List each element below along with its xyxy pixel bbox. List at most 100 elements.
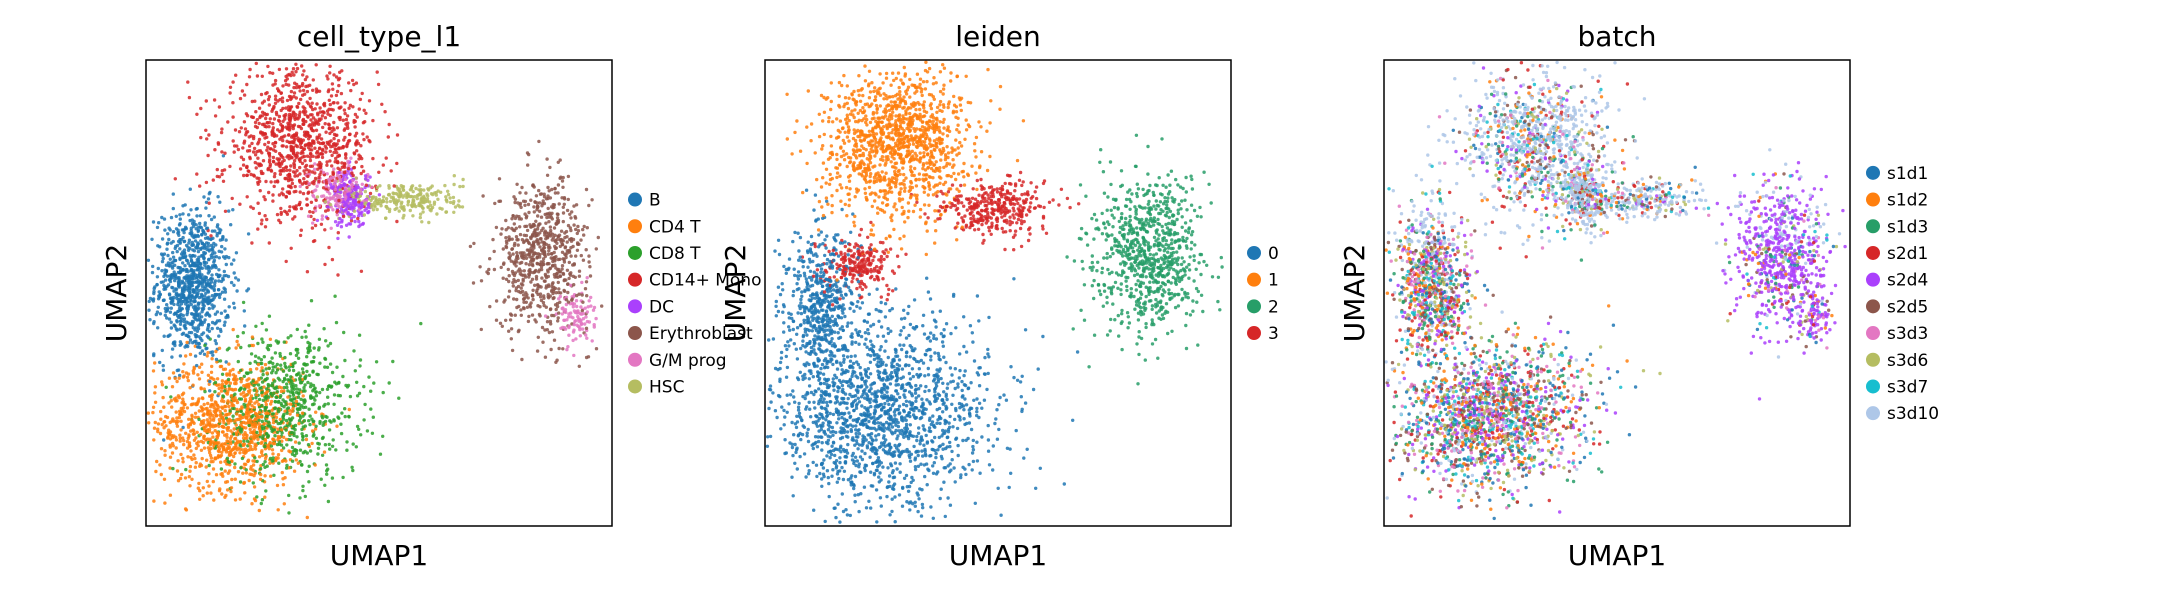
scatter-point	[199, 448, 204, 452]
scatter-point	[223, 256, 227, 260]
scatter-point	[279, 394, 283, 398]
scatter-point	[331, 185, 335, 189]
scatter-point	[375, 70, 379, 74]
scatter-point	[326, 499, 331, 504]
scatter-point	[367, 375, 371, 379]
scatter-point	[586, 355, 591, 359]
scatter-point	[227, 412, 231, 416]
scatter-point	[241, 415, 245, 420]
scatter-point	[209, 460, 213, 464]
scatter-point	[217, 279, 221, 283]
scatter-point	[168, 493, 173, 497]
scatter-point	[307, 480, 311, 484]
scatter-point	[336, 231, 340, 235]
scatter-point	[561, 205, 565, 209]
scatter-point	[212, 405, 216, 410]
scatter-point	[171, 206, 175, 211]
scatter-point	[178, 343, 182, 347]
scatter-point	[345, 199, 350, 203]
scatter-point	[387, 122, 391, 127]
scatter-point	[1175, 217, 1179, 222]
scatter-point	[552, 250, 556, 255]
scatter-point	[325, 74, 329, 78]
scatter-point	[546, 185, 550, 190]
scatter-point	[326, 467, 330, 471]
scatter-point	[257, 397, 262, 402]
scatter-point	[233, 419, 237, 423]
scatter-point	[516, 243, 520, 247]
scatter-point	[352, 82, 356, 87]
scatter-point	[323, 402, 327, 407]
scatter-point	[208, 379, 212, 384]
scatter-point	[272, 104, 276, 109]
scatter-point	[164, 385, 168, 389]
scatter-point	[261, 159, 266, 163]
scatter-point	[165, 241, 170, 245]
scatter-point	[590, 339, 594, 343]
scatter-point	[231, 388, 236, 392]
scatter-point	[270, 393, 274, 398]
scatter-point	[324, 146, 329, 150]
scatter-point	[569, 246, 573, 250]
scatter-point	[202, 260, 207, 264]
scatter-point	[331, 208, 335, 212]
scatter-point	[533, 251, 537, 255]
scatter-point	[558, 300, 562, 304]
scatter-point	[347, 106, 351, 110]
scatter-point	[350, 465, 354, 469]
scatter-point	[369, 407, 373, 411]
scatter-point	[338, 179, 343, 183]
scatter-point	[387, 186, 391, 190]
scatter-point	[179, 428, 183, 432]
scatter-point	[506, 267, 510, 272]
scatter-point	[509, 313, 514, 317]
scatter-point	[222, 421, 226, 425]
scatter-point	[251, 425, 255, 429]
scatter-point	[363, 177, 368, 181]
scatter-point	[182, 230, 186, 235]
scatter-point	[197, 301, 201, 306]
scatter-point	[574, 227, 578, 232]
scatter-point	[235, 432, 239, 437]
scatter-point	[200, 323, 204, 327]
scatter-point	[313, 162, 317, 166]
scatter-point	[342, 170, 347, 175]
scatter-point	[255, 430, 259, 435]
scatter-point	[284, 428, 288, 432]
scatter-point	[572, 223, 576, 227]
scatter-point	[303, 77, 308, 82]
scatter-point	[327, 126, 332, 131]
scatter-point	[296, 461, 300, 465]
scatter-point	[580, 280, 584, 285]
scatter-point	[311, 154, 315, 158]
scatter-point	[178, 269, 183, 273]
scatter-point	[308, 210, 312, 214]
scatter-point	[251, 463, 256, 467]
scatter-point	[181, 212, 185, 216]
scatter-point	[587, 320, 592, 324]
scatter-point	[271, 441, 275, 446]
scatter-point	[273, 82, 277, 86]
scatter-point	[310, 181, 314, 185]
scatter-point	[335, 223, 340, 227]
scatter-point	[461, 184, 465, 189]
scatter-point	[187, 95, 192, 100]
scatter-point	[327, 428, 332, 432]
scatter-point	[337, 154, 341, 158]
scatter-point	[255, 176, 259, 180]
scatter-point	[224, 238, 228, 242]
scatter-point	[168, 257, 172, 261]
scatter-point	[260, 366, 264, 370]
scatter-point	[274, 371, 278, 375]
scatter-point	[359, 171, 363, 176]
scatter-point	[238, 451, 242, 455]
scatter-point	[577, 242, 581, 246]
scatter-point	[219, 413, 223, 417]
scatter-point	[309, 382, 313, 386]
scatter-point	[572, 204, 576, 208]
scatter-point	[365, 135, 369, 139]
scatter-point	[187, 241, 191, 245]
scatter-point	[261, 372, 265, 377]
scatter-point	[567, 276, 571, 281]
scatter-point	[298, 496, 302, 500]
